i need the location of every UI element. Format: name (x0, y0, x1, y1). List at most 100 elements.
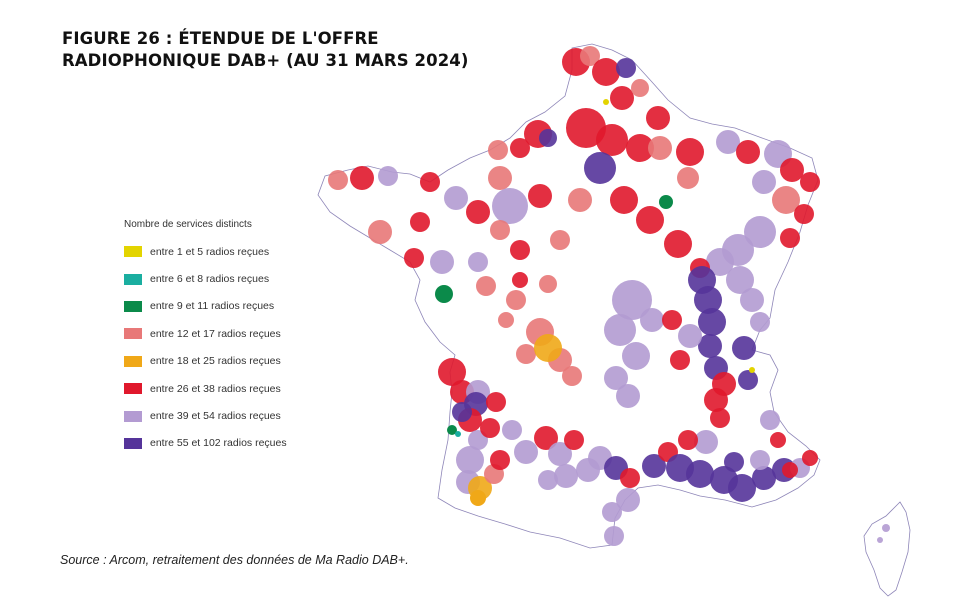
coverage-area (772, 186, 800, 214)
legend-swatch (124, 273, 142, 285)
coverage-area (782, 462, 798, 478)
coverage-area (488, 140, 508, 160)
legend-item: entre 1 et 5 radios reçues (124, 238, 324, 265)
coverage-area (749, 367, 755, 373)
coverage-area (490, 450, 510, 470)
coverage-area (328, 170, 348, 190)
legend-label: entre 39 et 54 radios reçues (150, 410, 281, 423)
coverage-area (554, 464, 578, 488)
legend-label: entre 9 et 11 radios reçues (150, 300, 275, 313)
coverage-area (659, 195, 673, 209)
coverage-area (698, 334, 722, 358)
coverage-area (752, 170, 776, 194)
coverage-area (534, 426, 558, 450)
coverage-area (710, 408, 730, 428)
coverage-area (616, 488, 640, 512)
coverage-area (882, 524, 890, 532)
coverage-area (612, 280, 652, 320)
coverage-area (568, 188, 592, 212)
coverage-area (592, 58, 620, 86)
coverage-area (604, 314, 636, 346)
legend-swatch (124, 246, 142, 258)
coverage-area (528, 184, 552, 208)
coverage-area (430, 250, 454, 274)
coverage-area (770, 432, 786, 448)
coverage-area (539, 275, 557, 293)
coverage-area (740, 288, 764, 312)
coverage-area (603, 99, 609, 105)
legend-item: entre 18 et 25 radios reçues (124, 348, 324, 375)
coverage-area (512, 272, 528, 288)
legend-item: entre 6 et 8 radios reçues (124, 265, 324, 292)
coverage-area (490, 220, 510, 240)
coverage-area (800, 172, 820, 192)
coverage-area (548, 442, 572, 466)
legend: Nombre de services distincts entre 1 et … (124, 219, 324, 457)
coverage-area (678, 430, 698, 450)
legend-swatch (124, 355, 142, 367)
coverage-area (452, 402, 472, 422)
coverage-area (506, 290, 526, 310)
coverage-area (350, 166, 374, 190)
legend-label: entre 1 et 5 radios reçues (150, 245, 270, 258)
coverage-area (480, 418, 500, 438)
coverage-areas (328, 46, 890, 546)
coverage-area (736, 140, 760, 164)
coverage-area (694, 430, 718, 454)
coverage-area (636, 206, 664, 234)
coverage-area (678, 324, 702, 348)
coverage-area (616, 384, 640, 408)
coverage-area (622, 342, 650, 370)
coverage-area (724, 452, 744, 472)
coverage-area (662, 310, 682, 330)
coverage-area (760, 410, 780, 430)
coverage-area (626, 134, 654, 162)
coverage-area (670, 350, 690, 370)
legend-label: entre 6 et 8 radios reçues (150, 273, 270, 286)
coverage-area (550, 230, 570, 250)
coverage-area (648, 136, 672, 160)
legend-label: entre 18 et 25 radios reçues (150, 355, 281, 368)
coverage-area (498, 312, 514, 328)
coverage-area (704, 388, 728, 412)
coverage-area (642, 454, 666, 478)
coverage-area (677, 167, 699, 189)
coverage-area (646, 106, 670, 130)
coverage-area (664, 230, 692, 258)
coverage-area (728, 474, 756, 502)
coverage-area (604, 526, 624, 546)
coverage-area (368, 220, 392, 244)
legend-swatch (124, 300, 142, 312)
coverage-area (716, 130, 740, 154)
coverage-area (752, 466, 776, 490)
coverage-area (631, 79, 649, 97)
title-line-1: FIGURE 26 : ÉTENDUE DE L'OFFRE (62, 29, 379, 48)
legend-item: entre 55 et 102 radios reçues (124, 430, 324, 457)
coverage-area (596, 124, 628, 156)
coverage-area (514, 440, 538, 464)
coverage-area (750, 312, 770, 332)
coverage-area (750, 450, 770, 470)
coverage-area (780, 158, 804, 182)
figure-title: FIGURE 26 : ÉTENDUE DE L'OFFRE RADIOPHON… (62, 28, 469, 72)
coverage-area (726, 266, 754, 294)
coverage-area (455, 431, 461, 437)
coverage-area (378, 166, 398, 186)
coverage-area (698, 308, 726, 336)
legend-title: Nombre de services distincts (124, 219, 252, 230)
corsica-outline (863, 501, 911, 597)
coverage-area (466, 200, 490, 224)
coverage-area (510, 240, 530, 260)
legend-swatch (124, 410, 142, 422)
coverage-area (877, 537, 883, 543)
coverage-area (410, 212, 430, 232)
coverage-area (435, 285, 453, 303)
coverage-area (602, 502, 622, 522)
coverage-area (438, 358, 466, 386)
coverage-area (468, 252, 488, 272)
coverage-area (686, 460, 714, 488)
coverage-area (802, 450, 818, 466)
legend-swatch (124, 437, 142, 449)
coverage-area (620, 468, 640, 488)
